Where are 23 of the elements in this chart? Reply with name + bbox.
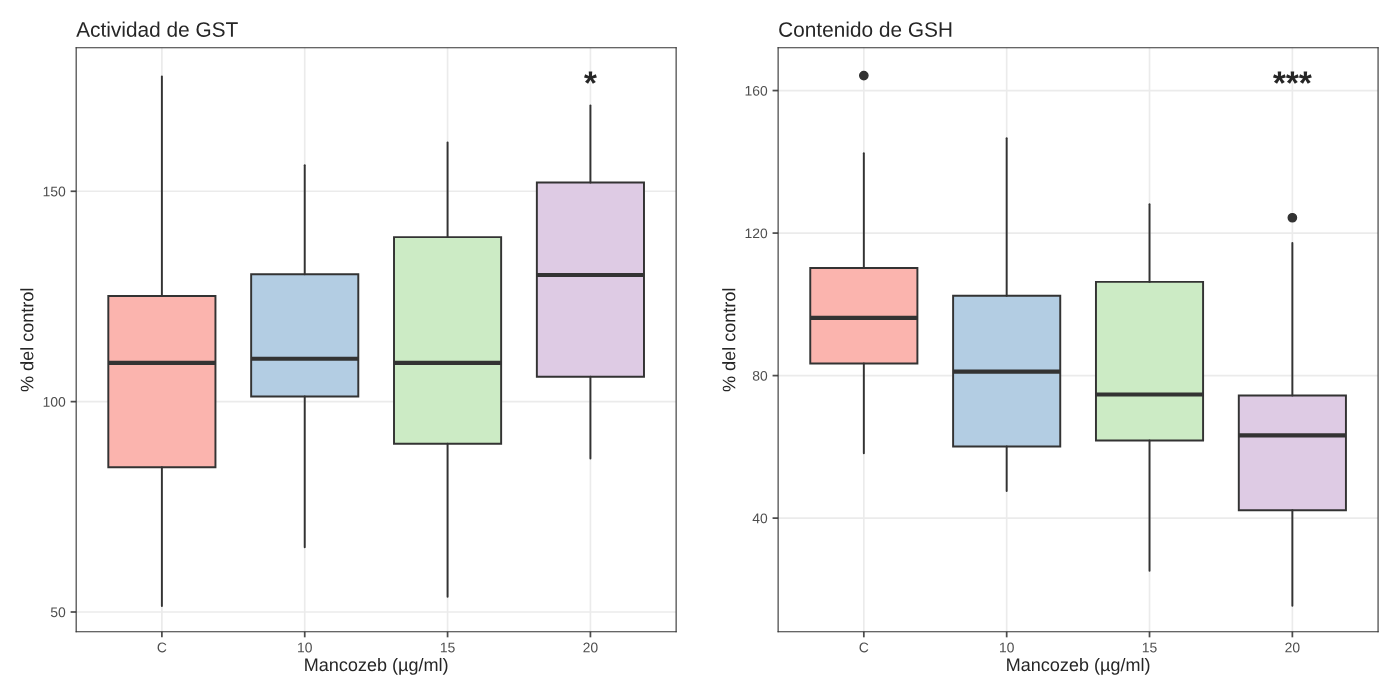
x-axis-title: Mancozeb (µg/ml) <box>305 657 448 675</box>
y-tick-label: 80 <box>752 370 768 381</box>
x-tick-label: 10 <box>1000 642 1014 653</box>
x-tick-label: C <box>157 642 167 653</box>
y-tick-label: 50 <box>50 607 66 618</box>
y-tick-label: 150 <box>43 186 66 197</box>
y-tick-label: 100 <box>43 396 66 407</box>
x-tick-label: 10 <box>298 642 312 653</box>
y-axis-title: % del control <box>20 288 34 392</box>
x-tick-label: C <box>859 642 869 653</box>
x-tick-label: 20 <box>583 642 598 653</box>
y-axis-title: % del control <box>722 288 736 392</box>
y-tick-label: 160 <box>745 85 768 96</box>
x-tick-label: 15 <box>1142 642 1157 653</box>
x-tick-label: 20 <box>1285 642 1300 653</box>
annotation: * <box>584 71 597 84</box>
y-tick-label: 120 <box>745 228 768 239</box>
chart-title: Actividad de GST <box>76 21 238 37</box>
y-tick-label: 40 <box>752 513 768 524</box>
chart-title: Contenido de GSH <box>779 21 952 37</box>
annotation: *** <box>1273 71 1312 84</box>
x-tick-label: 15 <box>440 642 455 653</box>
x-axis-title: Mancozeb (µg/ml) <box>1007 657 1150 675</box>
